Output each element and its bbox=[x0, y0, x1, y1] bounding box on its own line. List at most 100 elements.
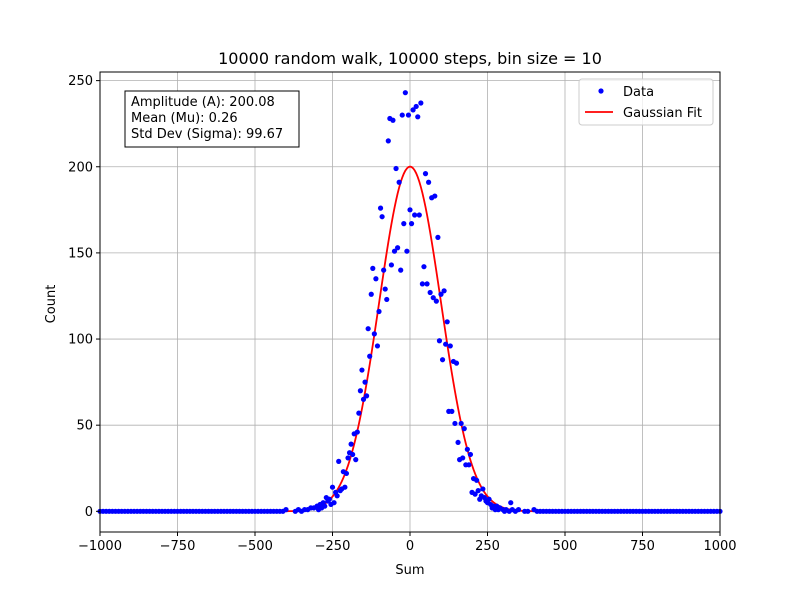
data-point bbox=[359, 367, 365, 373]
data-point bbox=[348, 441, 354, 447]
annotation-box bbox=[124, 90, 300, 148]
data-point bbox=[415, 114, 421, 120]
data-point bbox=[345, 455, 351, 461]
data-point bbox=[467, 451, 474, 458]
data-point bbox=[396, 179, 402, 185]
stats-annotation: Amplitude (A): 200.08 Mean (Mu): 0.26 St… bbox=[124, 90, 300, 148]
data-point bbox=[374, 343, 381, 349]
data-point bbox=[452, 420, 458, 427]
y-tick-label: 200 bbox=[68, 160, 93, 175]
data-point bbox=[331, 500, 337, 506]
data-point bbox=[322, 503, 328, 509]
data-point bbox=[453, 360, 460, 366]
data-point bbox=[433, 298, 439, 304]
annotation-amplitude: Amplitude (A): 200.08 bbox=[131, 95, 275, 110]
data-point bbox=[393, 165, 399, 172]
data-point bbox=[444, 319, 450, 325]
data-point bbox=[398, 267, 404, 273]
y-tick-label: 100 bbox=[68, 333, 93, 348]
data-point bbox=[480, 486, 486, 492]
y-tick-label: 250 bbox=[68, 74, 93, 89]
legend-label-fit: Gaussian Fit bbox=[623, 106, 702, 121]
data-point bbox=[405, 112, 412, 118]
legend-box bbox=[578, 78, 714, 126]
data-point bbox=[474, 477, 480, 483]
data-point bbox=[472, 491, 478, 497]
data-point bbox=[430, 295, 436, 301]
data-point bbox=[410, 107, 416, 113]
x-tick-label: 250 bbox=[475, 539, 500, 554]
y-tick-label: 150 bbox=[68, 246, 93, 261]
data-point bbox=[379, 214, 385, 220]
data-point bbox=[475, 488, 481, 494]
data-point bbox=[455, 439, 461, 446]
x-axis-label: Sum bbox=[395, 563, 424, 578]
data-point bbox=[388, 262, 394, 268]
x-tick-label: −500 bbox=[237, 539, 273, 554]
y-axis-label: Count bbox=[44, 285, 59, 324]
data-point bbox=[370, 265, 376, 271]
data-point bbox=[508, 500, 514, 506]
data-point bbox=[357, 388, 363, 394]
data-point bbox=[432, 193, 438, 199]
data-point bbox=[466, 462, 472, 468]
data-point bbox=[360, 396, 367, 402]
data-point bbox=[376, 308, 382, 315]
data-point bbox=[416, 212, 422, 218]
data-point bbox=[402, 90, 408, 96]
data-point bbox=[342, 484, 348, 490]
data-point bbox=[435, 234, 441, 240]
data-point bbox=[385, 138, 391, 144]
data-point bbox=[382, 286, 388, 292]
data-point bbox=[381, 267, 387, 273]
data-point bbox=[441, 288, 447, 294]
legend-data-marker bbox=[598, 88, 604, 94]
data-point bbox=[515, 507, 522, 513]
y-tick-label: 0 bbox=[85, 505, 93, 520]
data-point bbox=[426, 179, 432, 185]
data-point bbox=[395, 245, 401, 251]
data-points bbox=[97, 90, 723, 514]
legend-label-data: Data bbox=[623, 85, 654, 100]
data-point bbox=[460, 455, 466, 461]
annotation-sigma: Std Dev (Sigma): 99.67 bbox=[131, 127, 283, 142]
chart-title: 10000 random walk, 10000 steps, bin size… bbox=[218, 49, 602, 68]
data-point bbox=[384, 296, 390, 303]
x-axis-ticks: −1000 −750 −500 −250 0 250 500 750 1000 bbox=[78, 532, 737, 554]
data-point bbox=[343, 470, 350, 477]
data-point bbox=[371, 331, 377, 337]
data-point bbox=[367, 353, 373, 359]
data-point bbox=[326, 496, 332, 502]
data-point bbox=[458, 420, 464, 427]
data-point bbox=[464, 446, 470, 452]
data-point bbox=[373, 276, 379, 282]
data-point bbox=[334, 493, 340, 499]
data-point bbox=[447, 343, 453, 349]
data-point bbox=[401, 221, 407, 227]
data-point bbox=[391, 248, 398, 254]
data-point bbox=[404, 248, 410, 254]
legend: Data Gaussian Fit bbox=[578, 78, 714, 126]
data-point bbox=[350, 451, 356, 458]
data-point bbox=[365, 326, 371, 332]
data-point bbox=[413, 103, 419, 110]
data-point bbox=[377, 205, 384, 211]
data-point bbox=[438, 291, 444, 297]
data-point bbox=[364, 393, 370, 399]
data-point bbox=[329, 484, 336, 490]
x-tick-label: −1000 bbox=[78, 539, 122, 554]
data-point bbox=[399, 112, 405, 118]
data-point bbox=[422, 171, 429, 177]
data-point bbox=[280, 508, 286, 514]
data-point bbox=[443, 341, 449, 347]
data-point bbox=[525, 508, 531, 514]
data-point bbox=[408, 221, 415, 227]
data-point bbox=[362, 379, 368, 385]
data-point bbox=[368, 291, 374, 297]
x-tick-label: 0 bbox=[406, 539, 414, 554]
data-point bbox=[439, 357, 446, 363]
data-point bbox=[419, 281, 425, 287]
data-point bbox=[356, 410, 362, 416]
data-point bbox=[390, 117, 396, 123]
